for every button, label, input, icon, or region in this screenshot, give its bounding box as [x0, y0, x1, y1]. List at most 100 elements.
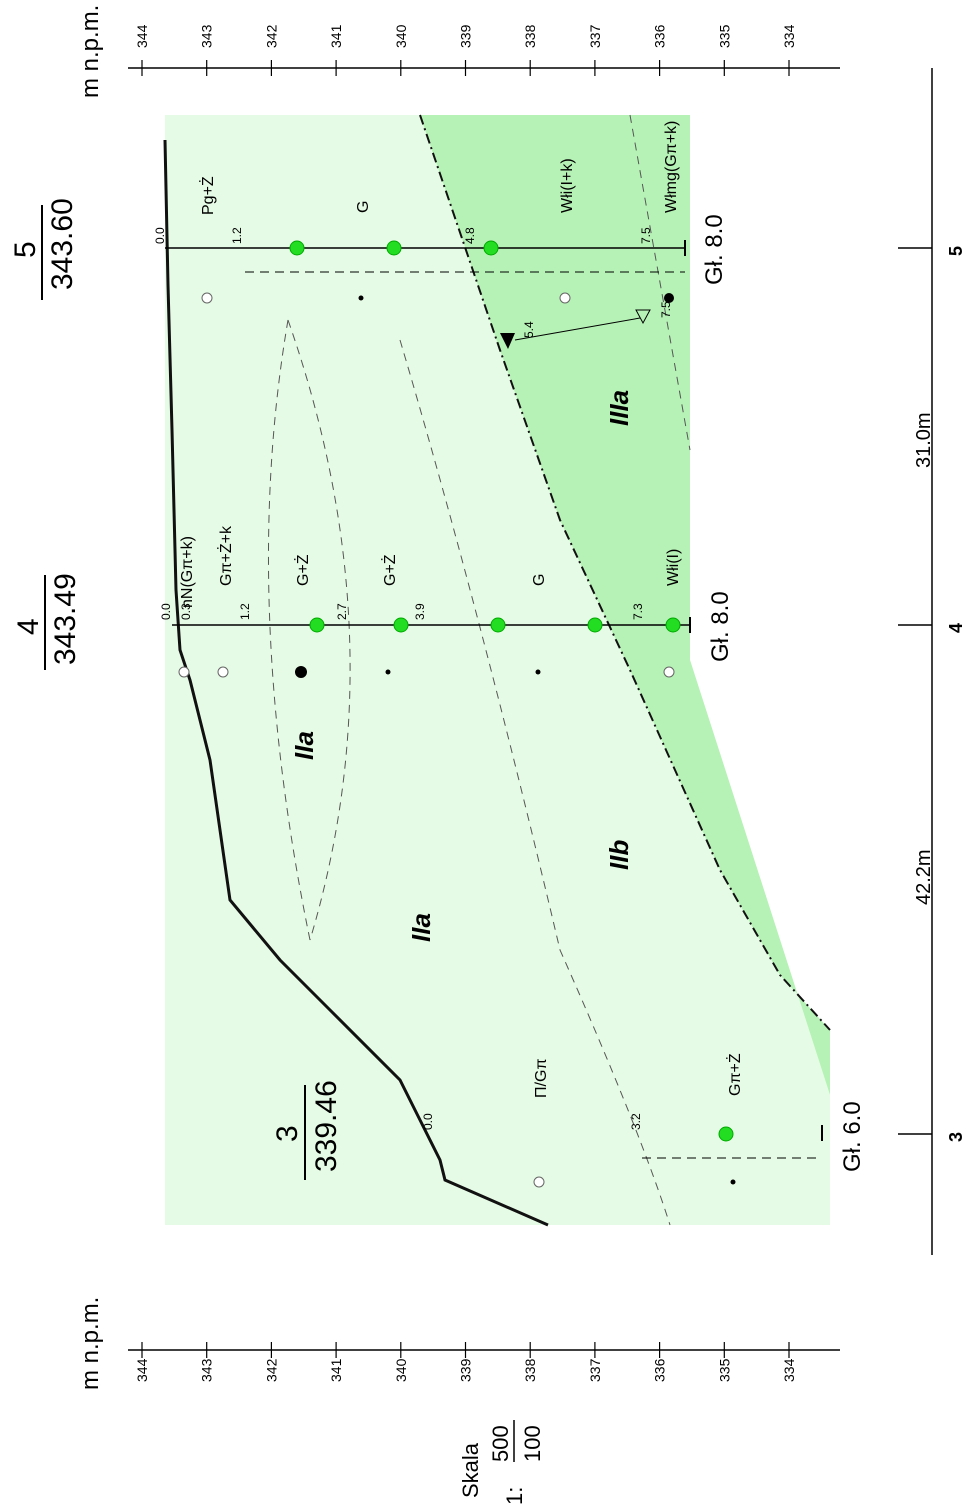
sample-dots — [289, 240, 734, 1142]
sample-dot — [309, 617, 325, 633]
depth-mark: 7.5 — [639, 227, 653, 244]
borehole-elevation: 339.46 — [310, 1080, 343, 1172]
open-circle-marker — [178, 666, 190, 678]
axis-tick-label: 343 — [199, 1358, 215, 1382]
axis-tick-label: 341 — [328, 24, 344, 48]
borehole-number: 3 — [271, 1125, 304, 1142]
soil-label: nN(Gπ+k) — [179, 536, 196, 608]
stratum-boundary-line — [419, 114, 831, 1031]
borehole-elevation: 343.60 — [46, 198, 79, 290]
scale-prefix: 1: — [502, 1487, 527, 1505]
axis-tick-label: 342 — [263, 1358, 279, 1382]
terrain-line — [163, 139, 549, 1227]
soil-label: Włi(I+k) — [559, 158, 576, 213]
depth-mark: 1.2 — [238, 603, 252, 620]
borehole-4-header: 4 343.49 — [12, 573, 82, 670]
open-circle-marker — [533, 1176, 545, 1188]
scale-horizontal: 500 — [488, 1425, 513, 1462]
sample-dot — [718, 1126, 734, 1142]
lens-boundary-lower — [287, 319, 351, 941]
sample-dot — [490, 617, 506, 633]
depth-mark: 7.3 — [631, 603, 645, 620]
borehole-4-depth: Gł. 8.0 — [707, 591, 734, 662]
zone-label: IIb — [604, 840, 634, 870]
borehole-5-header: 5 343.60 — [9, 198, 79, 300]
point-marker — [385, 669, 391, 675]
soil-label: Gπ+Ż+k — [216, 525, 235, 586]
water-table-line — [514, 317, 641, 341]
soil-label: Włi(I) — [665, 549, 682, 586]
soil-label: Pg+Ż — [198, 176, 217, 215]
water-table-first-marker — [500, 333, 515, 349]
point-marker — [535, 669, 541, 675]
axis-tick-label: 340 — [393, 1358, 409, 1382]
sample-dot — [289, 240, 305, 256]
soil-label: G+Ż — [293, 554, 312, 586]
axis-tick-label: 335 — [716, 24, 732, 48]
borehole-number: 5 — [9, 241, 42, 258]
sample-dot — [483, 240, 499, 256]
point-marker — [358, 295, 364, 301]
distance-label: 31.0m — [913, 412, 935, 468]
axis-tick-label: 338 — [522, 1358, 538, 1382]
axis-tick-label: 335 — [716, 1358, 732, 1382]
axis-tick-label: 341 — [328, 1358, 344, 1382]
sounding-markers — [178, 292, 736, 1188]
axis-tick-label: 342 — [263, 24, 279, 48]
borehole-3-header: 3 339.46 — [271, 1080, 343, 1180]
axis-tick-label: 337 — [587, 1358, 603, 1382]
borehole-5-axis-number: 5 — [946, 246, 966, 256]
zone-label: IIIa — [604, 390, 634, 426]
axis-tick-label: 339 — [458, 24, 474, 48]
zone-dark-fill — [420, 115, 830, 1095]
point-marker — [730, 1179, 736, 1185]
lens-boundary-upper — [268, 319, 311, 941]
depth-mark: 0.0 — [153, 227, 167, 244]
elevation-axis-bottom: 344 343 342 341 340 339 338 337 336 335 334 m n.p.… — [77, 1297, 840, 1390]
water-table-first-value: 5.4 — [522, 321, 536, 338]
axis-tick-label: 344 — [134, 1358, 150, 1382]
zone-label: IIa — [406, 913, 436, 942]
depth-mark: 3.2 — [629, 1113, 643, 1130]
depth-mark: 1.2 — [230, 227, 244, 244]
distance-axis: 5 4 3 31.0m 42.2m — [898, 68, 966, 1255]
open-circle-marker — [559, 292, 571, 304]
axis-tick-label: 343 — [199, 24, 215, 48]
soil-label: Włmg(Gπ+k) — [663, 121, 680, 213]
filled-circle-marker — [664, 293, 674, 303]
scale-label: Skala — [458, 1442, 483, 1498]
soil-label: G+Ż — [380, 554, 399, 586]
axis-tick-label: 338 — [522, 24, 538, 48]
axis-tick-label: 336 — [652, 24, 668, 48]
filled-circle-marker — [295, 666, 307, 678]
scale-vertical: 100 — [520, 1425, 545, 1462]
depth-mark: 4.8 — [463, 227, 477, 244]
depth-mark: 0.0 — [159, 603, 173, 620]
soil-label: Π/Gπ — [533, 1059, 550, 1098]
sample-dot — [665, 617, 681, 633]
borehole-5-depth: Gł. 8.0 — [701, 214, 728, 285]
zone-label: IIa — [289, 731, 319, 760]
water-table-steady-value: 7.5 — [659, 301, 673, 318]
distance-label: 42.2m — [913, 849, 935, 905]
open-circle-marker — [663, 666, 675, 678]
borehole-4-axis-number: 4 — [946, 623, 966, 633]
sample-dot — [393, 617, 409, 633]
borehole-number: 4 — [12, 618, 45, 635]
depth-mark: 3.9 — [413, 603, 427, 620]
axis-tick-label: 339 — [458, 1358, 474, 1382]
layer-boundary-ig — [399, 339, 671, 1226]
axis-tick-label: 340 — [393, 24, 409, 48]
axis-tick-label: 334 — [781, 24, 797, 48]
soil-label: G — [355, 201, 372, 213]
soil-label: Gπ+Ż — [725, 1053, 744, 1096]
depth-mark: 0.0 — [421, 1113, 435, 1130]
open-circle-marker — [217, 666, 229, 678]
axis-tick-label: 334 — [781, 1358, 797, 1382]
soil-label: G — [531, 574, 548, 586]
borehole-elevation: 343.49 — [49, 573, 82, 665]
borehole-3-axis-number: 3 — [946, 1132, 966, 1142]
scale-indicator: Skala 1: 500 100 — [458, 1420, 545, 1505]
depth-mark: 2.7 — [335, 603, 349, 620]
